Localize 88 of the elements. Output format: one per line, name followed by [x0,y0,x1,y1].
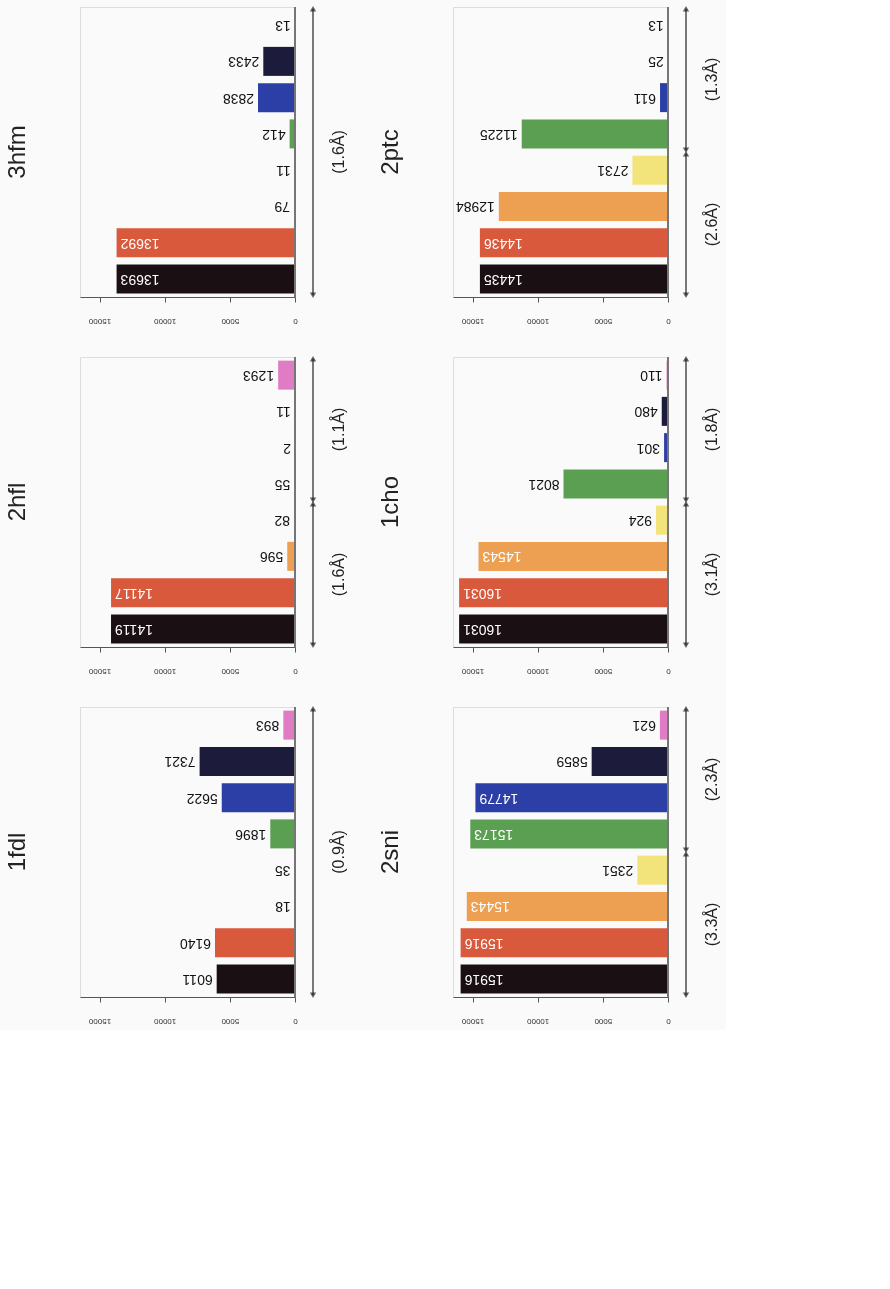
x-tick-label: 5000 [593,666,613,676]
data-label: 14543 [482,549,522,566]
x-tick-label: 0 [665,1016,671,1026]
text: (1.6Å) [329,552,347,597]
data-label: 1293 [242,368,275,385]
text: 1fdl [3,832,30,872]
text: 3hfm [3,125,30,179]
data-label: 5859 [556,754,588,771]
data-label: 11 [276,163,291,180]
x-tick-label: 10000 [153,1016,177,1026]
data-label: 15443 [470,899,510,916]
text: (3.3Å) [702,902,720,947]
data-label: 110 [640,368,663,385]
x-tick-label: 10000 [526,316,550,326]
data-label: 2 [282,440,291,457]
data-label: 301 [636,440,661,457]
data-label: 2351 [602,863,634,880]
data-label: 55 [274,476,291,493]
data-label: 924 [628,513,652,530]
x-tick-label: 5000 [593,1016,613,1026]
x-tick-label: 15000 [461,1016,485,1026]
x-tick-label: 5000 [593,316,613,326]
data-label: 11225 [479,126,518,143]
data-label: 13 [275,18,291,35]
data-label: 14119 [114,621,153,638]
x-tick-label: 15000 [88,316,112,326]
data-label: 79 [274,199,290,216]
x-tick-label: 10000 [153,666,177,676]
data-label: 6011 [182,971,213,988]
data-label: 13692 [120,235,160,252]
data-label: 1896 [234,826,267,843]
x-tick-label: 0 [292,1016,298,1026]
data-label: 35 [274,863,291,880]
data-label: 13 [648,18,664,35]
text: 1cho [376,475,403,529]
data-label: 15916 [464,971,504,988]
text: 2ptc [376,129,403,175]
x-tick-label: 5000 [220,666,240,676]
data-label: 5622 [186,790,218,807]
x-tick-label: 10000 [526,1016,550,1026]
x-tick-label: 10000 [153,316,177,326]
x-tick-label: 0 [292,666,298,676]
x-tick-label: 0 [292,316,298,326]
data-label: 893 [255,718,280,735]
data-label: 7321 [164,754,196,771]
data-label: 16031 [462,585,503,602]
data-label: 596 [259,549,284,566]
text: (1.6Å) [329,130,347,174]
x-tick-label: 5000 [220,316,240,326]
x-tick-label: 5000 [220,1016,240,1026]
text: (1.8Å) [702,407,720,452]
text: (1.3Å) [702,57,720,102]
x-tick-label: 10000 [526,666,550,676]
data-label: 25 [647,54,664,71]
data-label: 611 [633,90,657,107]
data-label: 18 [274,899,291,916]
data-label: 15916 [464,935,504,952]
data-label: 11 [276,404,291,421]
x-tick-label: 0 [665,666,671,676]
data-label: 2731 [597,163,629,180]
data-label: 14117 [114,585,153,602]
x-tick-label: 15000 [461,666,485,676]
text: (0.9Å) [329,830,347,874]
data-label: 16031 [462,621,503,638]
data-label: 12984 [455,199,495,216]
data-label: 13693 [120,271,160,288]
data-label: 412 [262,126,286,143]
data-label: 6140 [179,935,211,952]
x-tick-label: 15000 [88,1016,112,1026]
x-tick-label: 15000 [88,666,112,676]
x-tick-label: 15000 [461,316,485,326]
text: (2.3Å) [702,757,720,802]
data-label: 2433 [227,54,260,71]
data-label: 82 [274,513,290,530]
text: 2sni [376,829,403,875]
data-label: 621 [632,718,656,735]
text: (3.1Å) [702,552,720,597]
x-tick-label: 0 [665,316,671,326]
data-label: 15173 [474,826,514,843]
text: 2hfl [3,482,30,522]
data-label: 14435 [483,271,523,288]
data-label: 8021 [528,476,560,493]
data-label: 2838 [222,90,255,107]
data-label: 14779 [479,790,519,807]
data-label: 480 [634,404,658,421]
data-label: 14436 [483,235,523,252]
text: (2.6Å) [702,202,720,247]
text: (1.1Å) [329,407,347,452]
